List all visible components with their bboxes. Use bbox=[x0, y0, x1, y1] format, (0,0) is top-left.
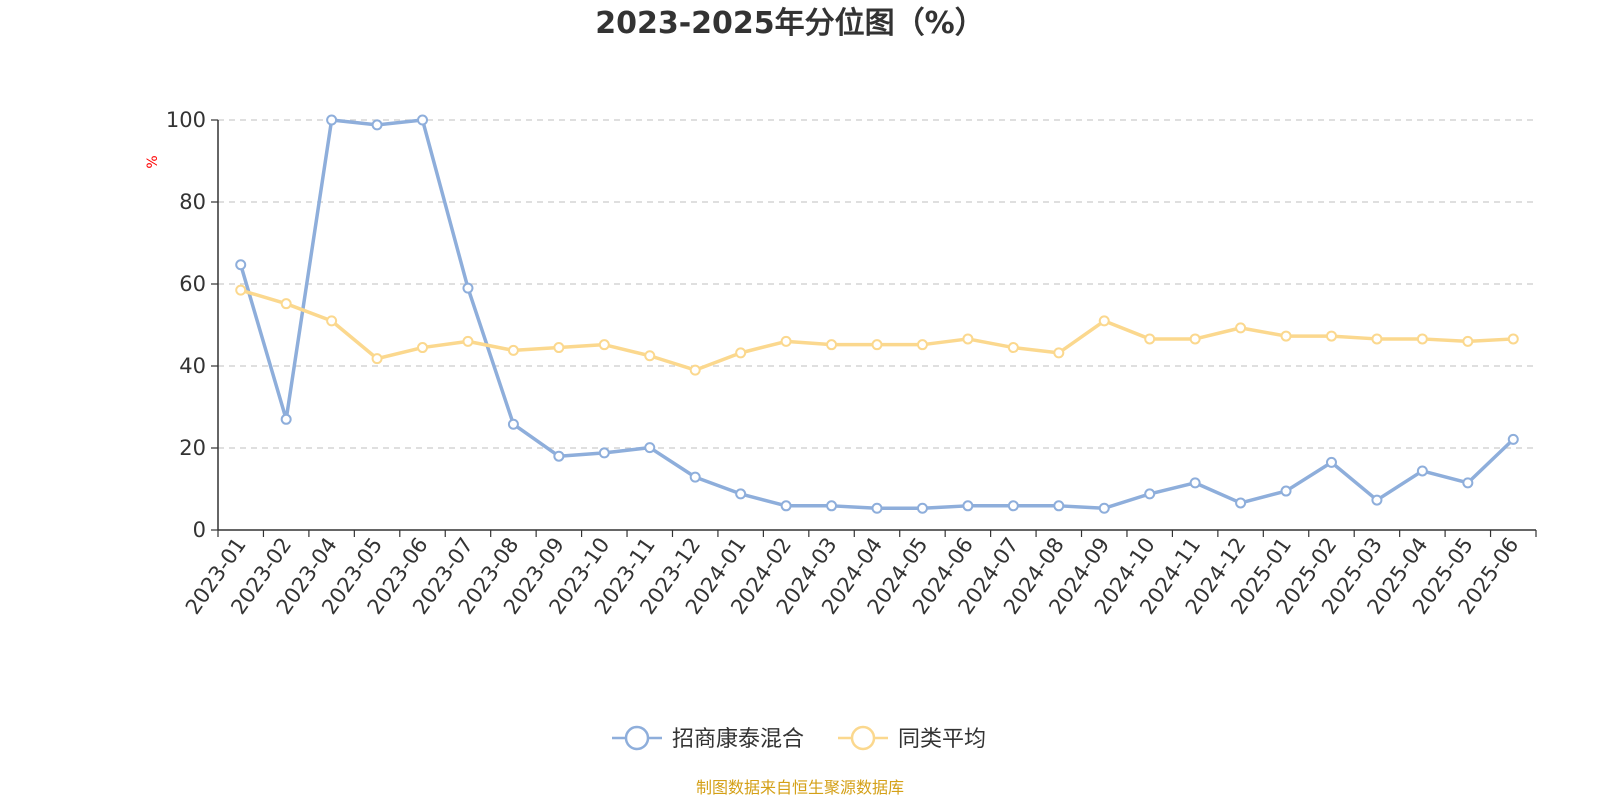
series-1-point bbox=[689, 471, 701, 483]
axes: 0204060801002023-012023-022023-042023-05… bbox=[166, 108, 1537, 619]
series-2-point bbox=[280, 298, 292, 310]
series-1-point bbox=[1280, 485, 1292, 497]
y-tick-label: 100 bbox=[166, 108, 206, 132]
series-1-point bbox=[1053, 500, 1065, 512]
series-line-2 bbox=[240, 288, 1514, 372]
series-lines bbox=[235, 114, 1519, 514]
source-note: 制图数据来自恒生聚源数据库 bbox=[696, 778, 904, 797]
series-2-point bbox=[417, 342, 429, 354]
y-axis-unit-label: % bbox=[145, 155, 161, 168]
y-tick-label: 40 bbox=[179, 354, 206, 378]
series-1-point bbox=[1507, 433, 1519, 445]
series-2-point bbox=[1371, 333, 1383, 345]
series-1-point bbox=[871, 502, 883, 514]
series-2-point bbox=[871, 339, 883, 351]
series-2-point bbox=[1235, 322, 1247, 334]
series-2-point bbox=[1325, 330, 1337, 342]
series-1-point bbox=[1235, 497, 1247, 509]
series-1-point bbox=[1416, 465, 1428, 477]
series-1-point bbox=[280, 413, 292, 425]
series-2-point bbox=[644, 350, 656, 362]
series-2-point bbox=[916, 339, 928, 351]
series-2-point bbox=[553, 342, 565, 354]
series-1-point bbox=[235, 259, 247, 271]
legend-marker-2 bbox=[850, 725, 876, 751]
series-1-point bbox=[826, 500, 838, 512]
legend-label-2: 同类平均 bbox=[898, 727, 986, 752]
series-2-point bbox=[1144, 333, 1156, 345]
legend[interactable]: 招商康泰混合 同类平均 bbox=[612, 725, 986, 752]
series-1-point bbox=[1189, 477, 1201, 489]
series-1-point bbox=[371, 119, 383, 131]
series-2-point bbox=[1007, 342, 1019, 354]
series-2-point bbox=[1462, 335, 1474, 347]
series-1-point bbox=[598, 447, 610, 459]
series-1-point bbox=[1371, 494, 1383, 506]
series-2-point bbox=[507, 344, 519, 356]
series-1-point bbox=[1144, 488, 1156, 500]
series-2-point bbox=[962, 333, 974, 345]
series-2-point bbox=[1098, 315, 1110, 327]
series-1-point bbox=[553, 450, 565, 462]
series-2-point bbox=[326, 315, 338, 327]
series-2-point bbox=[735, 347, 747, 359]
series-1-point bbox=[780, 500, 792, 512]
series-1-point bbox=[1462, 477, 1474, 489]
series-2-point bbox=[1416, 333, 1428, 345]
series-2-point bbox=[1280, 330, 1292, 342]
y-tick-label: 0 bbox=[193, 518, 206, 542]
y-tick-label: 60 bbox=[179, 272, 206, 296]
series-1-point bbox=[326, 114, 338, 126]
series-2-point bbox=[1189, 333, 1201, 345]
series-2-point bbox=[1507, 333, 1519, 345]
series-1-point bbox=[644, 442, 656, 454]
legend-marker-1 bbox=[624, 725, 650, 751]
series-1-point bbox=[507, 418, 519, 430]
chart-title: 2023-2025年分位图（%） bbox=[595, 6, 985, 41]
grid-lines bbox=[218, 119, 1536, 449]
series-1-point bbox=[962, 500, 974, 512]
series-2-point bbox=[598, 339, 610, 351]
series-1-point bbox=[462, 282, 474, 294]
series-2-point bbox=[780, 335, 792, 347]
series-1-point bbox=[1325, 456, 1337, 468]
series-1-point bbox=[735, 488, 747, 500]
series-2-point bbox=[826, 339, 838, 351]
legend-label-1: 招商康泰混合 bbox=[672, 727, 804, 752]
series-2-point bbox=[689, 364, 701, 376]
y-tick-label: 20 bbox=[179, 436, 206, 460]
series-2-point bbox=[235, 284, 247, 296]
series-1-point bbox=[916, 502, 928, 514]
y-tick-label: 80 bbox=[179, 190, 206, 214]
series-line-1 bbox=[239, 118, 1515, 511]
series-2-point bbox=[371, 353, 383, 365]
series-2-point bbox=[1053, 347, 1065, 359]
series-1-point bbox=[1007, 500, 1019, 512]
series-1-point bbox=[1098, 502, 1110, 514]
series-1-point bbox=[417, 114, 429, 126]
series-2-point bbox=[462, 335, 474, 347]
